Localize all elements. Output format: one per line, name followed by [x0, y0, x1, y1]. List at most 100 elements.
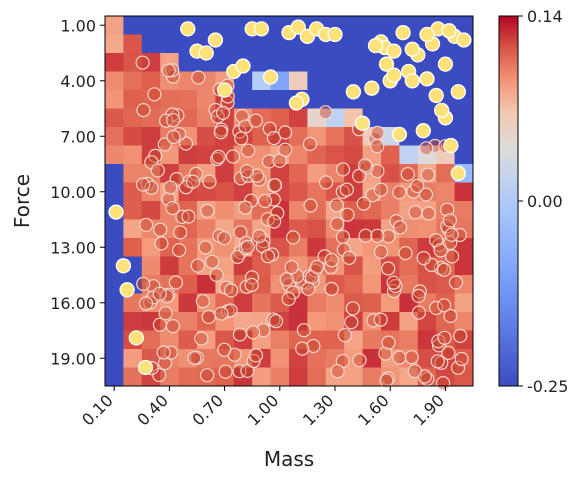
scatter-point-yellow — [216, 82, 233, 98]
heatmap-cell — [344, 293, 364, 313]
heatmap-cell — [454, 293, 474, 313]
heatmap-cell — [123, 71, 143, 91]
heatmap-cell — [178, 238, 198, 257]
heatmap-cell — [178, 71, 198, 91]
scatter-point-red — [201, 309, 216, 324]
scatter-point-yellow — [364, 80, 380, 96]
scatter-point-red — [213, 125, 228, 140]
heatmap-cell — [215, 16, 235, 35]
scatter-point-red — [252, 172, 267, 187]
x-tick-label: 0.40 — [133, 391, 172, 430]
scatter-points — [108, 19, 472, 391]
heatmap-cell — [289, 71, 308, 91]
heatmap-cell — [215, 182, 235, 202]
scatter-point-red — [260, 249, 276, 264]
scatter-point-red — [408, 205, 423, 220]
scatter-point-red — [165, 63, 180, 78]
scatter-point-red — [400, 167, 415, 182]
heatmap-cell — [454, 127, 474, 146]
scatter-point-red — [318, 105, 333, 120]
heatmap-cell — [325, 349, 345, 368]
y-tick-label: 7.00 — [60, 127, 96, 146]
scatter-point-red — [248, 113, 263, 128]
heatmap-cell — [178, 90, 198, 109]
heatmap-cell — [289, 53, 308, 72]
scatter-point-red — [454, 351, 469, 367]
scatter-point-red — [138, 296, 154, 311]
scatter-point-red — [136, 276, 151, 291]
heatmap-cell — [307, 349, 327, 368]
heatmap-cell — [270, 182, 290, 202]
scatter-point-red — [427, 138, 443, 154]
scatter-point-red — [429, 300, 444, 316]
heatmap-cell — [325, 53, 345, 72]
scatter-point-yellow — [419, 26, 435, 43]
scatter-point-yellow — [441, 23, 457, 39]
scatter-point-red — [215, 105, 231, 120]
heatmap-cell — [344, 201, 364, 220]
scatter-point-red — [437, 330, 452, 345]
scatter-point-yellow — [386, 67, 402, 83]
heatmap-cell — [141, 182, 161, 202]
scatter-point-red — [421, 206, 436, 221]
scatter-point-red — [161, 63, 176, 78]
heatmap-cell — [436, 312, 456, 331]
scatter-point-red — [436, 376, 451, 391]
heatmap-cell — [325, 145, 345, 165]
heatmap-cell — [436, 71, 456, 91]
scatter-point-red — [239, 164, 254, 179]
scatter-point-red — [416, 251, 431, 266]
scatter-point-yellow — [404, 41, 420, 57]
scatter-point-red — [296, 323, 311, 338]
scatter-point-red — [301, 281, 316, 296]
scatter-point-yellow — [428, 87, 444, 104]
scatter-point-yellow — [456, 32, 472, 48]
heatmap-cell — [105, 145, 124, 165]
heatmap-cell — [141, 201, 161, 220]
heatmap-cell — [362, 16, 382, 35]
heatmap-cell — [123, 201, 143, 220]
scatter-point-red — [344, 315, 359, 330]
scatter-point-yellow — [345, 84, 362, 100]
heatmap-cell — [417, 219, 437, 239]
heatmap-cell — [178, 145, 198, 165]
heatmap-cell — [454, 182, 474, 202]
heatmap-cell — [105, 164, 124, 183]
scatter-point-red — [451, 360, 466, 375]
scatter-point-red — [279, 272, 294, 287]
heatmap-cell — [362, 275, 382, 294]
scatter-point-red — [386, 275, 401, 290]
scatter-point-red — [178, 136, 194, 151]
scatter-point-red — [330, 216, 345, 231]
scatter-point-red — [324, 281, 339, 297]
heatmap-cell — [252, 312, 272, 331]
heatmap-cell — [197, 275, 216, 294]
y-axis-ticks: 1.00 4.00 7.00 10.00 13.00 16.00 19.00 — [50, 16, 105, 368]
heatmap-cell — [178, 330, 198, 350]
heatmap-cell — [381, 312, 400, 331]
heatmap-cell — [141, 330, 161, 350]
heatmap-cell — [325, 293, 345, 313]
scatter-point-red — [234, 108, 250, 124]
scatter-point-red — [266, 192, 281, 207]
heatmap-cell — [307, 71, 327, 91]
scatter-point-red — [250, 168, 265, 183]
heatmap-cell — [105, 330, 124, 350]
scatter-point-red — [440, 202, 455, 217]
scatter-point-red — [281, 291, 296, 307]
scatter-point-red — [244, 277, 259, 293]
heatmap-cell — [454, 16, 474, 35]
scatter-point-red — [407, 364, 422, 379]
heatmap-cell — [178, 53, 198, 72]
heatmap-cell — [362, 367, 382, 387]
x-axis-label: Mass — [264, 447, 314, 471]
scatter-point-red — [373, 244, 389, 259]
heatmap-cell — [307, 201, 327, 220]
heatmap-cell — [325, 108, 345, 128]
heatmap-cell — [141, 312, 161, 331]
heatmap-cell — [399, 108, 419, 128]
heatmap-cell — [344, 182, 364, 202]
scatter-point-red — [152, 286, 167, 301]
scatter-point-yellow — [290, 19, 306, 35]
scatter-point-red — [337, 328, 352, 343]
